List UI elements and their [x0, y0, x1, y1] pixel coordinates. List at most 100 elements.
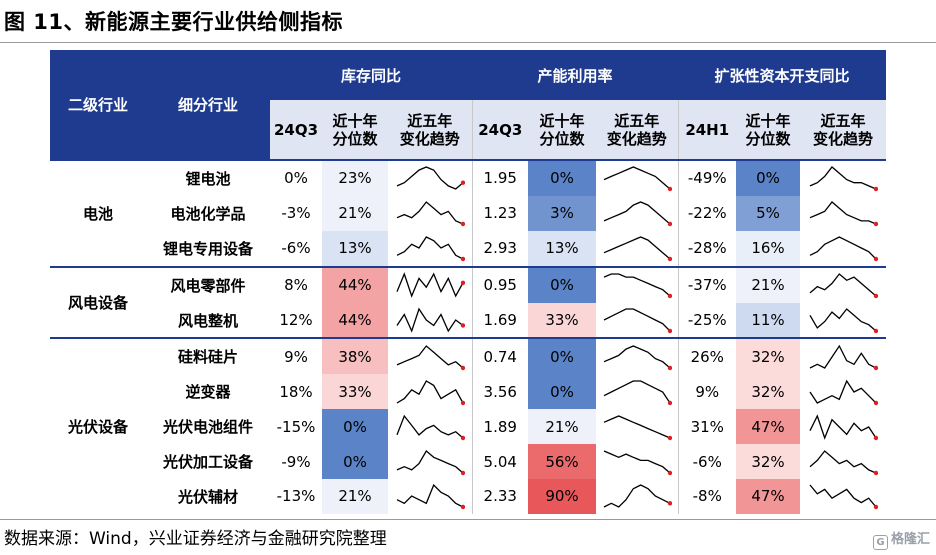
trend-sparkline: [603, 201, 672, 227]
cap-percentile-cell: 0%: [528, 265, 596, 303]
capex-value-cell: 31%: [677, 409, 736, 445]
subheader-3: 24Q3: [471, 100, 528, 160]
trend-sparkline: [396, 272, 465, 298]
trend-sparkline: [603, 414, 672, 440]
inv-value-cell: -6%: [281, 239, 311, 258]
inv-percentile-cell: 44%: [322, 265, 388, 303]
watermark-logo: G 格隆汇: [872, 528, 930, 550]
cap-percentile-cell: 33%: [528, 302, 596, 339]
trend-sparkline: [809, 413, 878, 440]
inv-percentile-cell: 23%: [322, 159, 388, 196]
table-row: 风电设备 风电零部件 8% 44% 0.95 0% -37% 21%: [50, 265, 886, 339]
trend-line: [603, 449, 671, 474]
subheader-0: 24Q3: [270, 100, 322, 160]
capex-trend-cell: [800, 337, 886, 375]
inv-trend-cell: [388, 409, 472, 444]
capex-value-cell: -28%: [677, 230, 736, 267]
trend-line: [809, 166, 877, 191]
trend-line: [603, 201, 671, 225]
inv-value-cell: -3%: [281, 204, 311, 223]
trend-line: [603, 345, 671, 369]
inv-trend-cell: [388, 159, 472, 196]
trend-sparkline: [809, 308, 878, 334]
inv-percentile-cell: 21%: [322, 479, 388, 514]
logo-text: 格隆汇: [890, 532, 930, 547]
header-level2-industry: 二级行业: [50, 50, 146, 160]
trend-last-point: [460, 365, 465, 371]
inv-value-cell: 8%: [270, 265, 322, 303]
table-row: 电池化学品 -3% 21% 1.23 3% -22% 5%: [50, 195, 886, 231]
capex-trend-cell: [800, 409, 886, 444]
capex-value-cell: -49%: [677, 159, 736, 196]
capex-percentile-cell: 47%: [736, 479, 800, 514]
trend-last-point: [667, 293, 672, 299]
trend-last-point: [873, 222, 878, 227]
trend-line: [396, 272, 464, 298]
trend-line: [396, 449, 464, 474]
trend-last-point: [873, 470, 878, 475]
capex-trend-cell: [800, 303, 886, 339]
header-sub-industry: 细分行业: [146, 50, 270, 160]
trend-sparkline: [396, 484, 465, 510]
trend-line: [603, 273, 671, 297]
inv-percentile-cell: 44%: [322, 302, 388, 339]
trend-last-point: [460, 257, 465, 262]
inv-trend-cell: [388, 337, 472, 375]
cap-trend-cell: [596, 159, 678, 196]
trend-line: [603, 484, 671, 509]
trend-line: [603, 414, 671, 439]
inv-value-cell: 0%: [270, 159, 322, 196]
industry-name-cell: 锂电池: [146, 159, 270, 196]
trend-sparkline: [809, 236, 878, 262]
trend-last-point: [667, 470, 672, 475]
industry-name-cell: 光伏电池组件: [162, 418, 253, 437]
trend-line: [809, 485, 877, 508]
trend-sparkline: [396, 236, 465, 262]
cap-value-cell: 1.69: [471, 302, 528, 339]
cap-value-cell: 1.95: [471, 159, 528, 196]
capex-trend-cell: [800, 231, 886, 267]
table-row: 光伏加工设备 -9% 0% 5.04 56% -6% 32%: [50, 444, 886, 480]
inv-trend-cell: [388, 374, 472, 409]
trend-line: [603, 236, 671, 260]
table-row: 逆变器 18% 33% 3.56 0% 9% 32%: [50, 374, 886, 410]
cap-trend-cell: [596, 337, 678, 375]
industry-name-cell: 锂电专用设备: [162, 239, 253, 258]
trend-last-point: [873, 365, 878, 371]
source-note: 数据来源：Wind，兴业证券经济与金融研究院整理: [4, 529, 387, 549]
trend-sparkline: [603, 484, 672, 509]
cap-value-cell: 2.33: [471, 479, 528, 514]
subheader-1: 近十年 分位数: [322, 100, 388, 160]
trend-line: [396, 166, 464, 191]
inv-value-cell: -9%: [281, 452, 311, 471]
trend-sparkline: [603, 236, 672, 262]
trend-line: [809, 236, 877, 260]
inv-value-cell: 18%: [279, 382, 313, 401]
trend-last-point: [667, 187, 672, 192]
trend-sparkline: [809, 166, 878, 192]
trend-last-point: [460, 323, 465, 328]
cap-trend-cell: [596, 196, 678, 231]
subheader-6: 24H1: [677, 100, 736, 160]
industry-name-cell: 硅料硅片: [146, 337, 270, 375]
capex-percentile-cell: 11%: [736, 302, 800, 339]
trend-sparkline: [396, 379, 465, 405]
trend-last-point: [873, 257, 878, 262]
trend-line: [809, 344, 877, 369]
trend-line: [603, 380, 671, 404]
trend-line: [809, 201, 877, 225]
trend-last-point: [667, 400, 672, 405]
footer-divider: [0, 519, 936, 520]
cap-trend-cell: [596, 409, 678, 444]
inv-percentile-cell: 0%: [322, 409, 388, 445]
trend-last-point: [460, 180, 465, 186]
cap-percentile-cell: 0%: [528, 159, 596, 196]
trend-last-point: [667, 501, 672, 506]
cap-value-cell: 0.74: [471, 337, 528, 375]
capex-trend-cell: [800, 265, 886, 303]
capex-percentile-cell: 5%: [736, 195, 800, 231]
trend-sparkline: [809, 485, 878, 510]
trend-line: [396, 236, 464, 260]
capex-trend-cell: [800, 479, 886, 514]
capex-value-cell: -25%: [677, 302, 736, 339]
